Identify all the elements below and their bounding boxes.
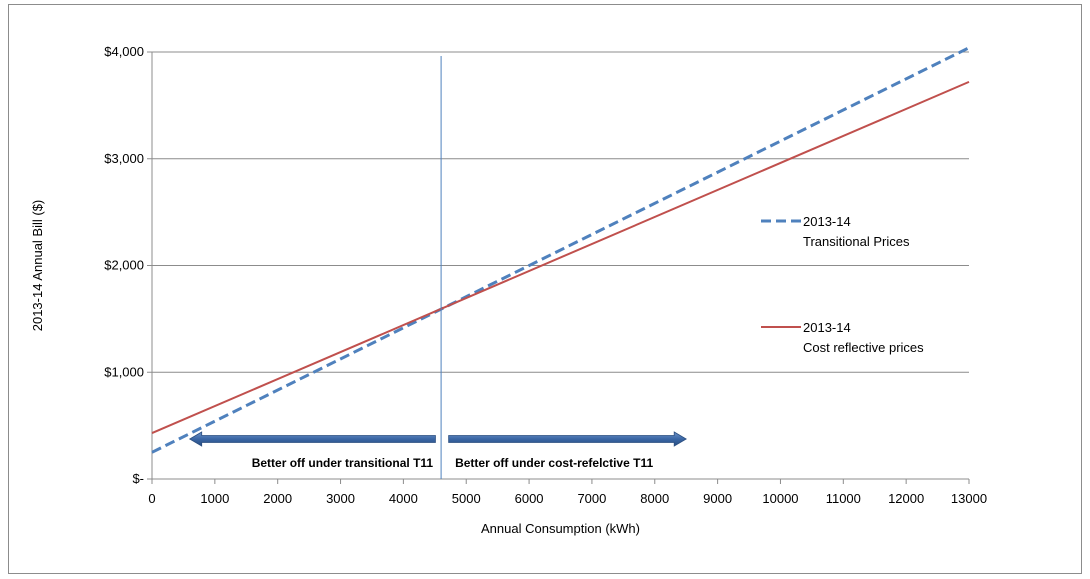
- x-tick-label: 3000: [326, 491, 355, 506]
- x-tick-label: 13000: [951, 491, 987, 506]
- x-tick-label: 4000: [389, 491, 418, 506]
- label-better-off-transitional: Better off under transitional T11: [252, 456, 434, 470]
- series-cost-reflective-line: [151, 80, 970, 435]
- chart-frame: $- $1,000 $2,000 $3,000 $4,000 0 1000 2000 3000 4…: [8, 4, 1082, 574]
- x-tick-label: 7000: [577, 491, 606, 506]
- x-tick-label: 8000: [640, 491, 669, 506]
- label-better-off-cost-reflective: Better off under cost-refelctive T11: [455, 456, 653, 470]
- x-tick-label: 1000: [200, 491, 229, 506]
- x-tick-label: 12000: [888, 491, 924, 506]
- series-transitional-line: [151, 46, 970, 454]
- series-layer: [151, 46, 970, 454]
- x-tick-label: 11000: [826, 491, 861, 506]
- legend-label-cost-reflective: Cost reflective prices: [803, 340, 924, 355]
- x-tick-label: 0: [148, 491, 155, 506]
- x-axis-title: Annual Consumption (kWh): [481, 521, 640, 536]
- y-tick-label: $3,000: [104, 151, 144, 166]
- x-tick-label: 5000: [452, 491, 481, 506]
- gridlines: [152, 51, 969, 373]
- legend-label-cost-reflective: 2013-14: [803, 320, 851, 335]
- arrow-left-transitional: [188, 431, 436, 447]
- x-tick-label: 2000: [263, 491, 292, 506]
- y-tick-label: $4,000: [104, 44, 144, 59]
- y-tick-label: $-: [132, 471, 144, 486]
- legend-label-transitional: 2013-14: [803, 214, 851, 229]
- x-tick-label: 6000: [515, 491, 544, 506]
- legend-label-transitional: Transitional Prices: [803, 234, 910, 249]
- arrow-right-cost-reflective: [448, 431, 687, 447]
- y-tick-label: $1,000: [104, 364, 144, 379]
- y-axis-title: 2013-14 Annual Bill ($): [30, 200, 45, 332]
- chart-svg: $- $1,000 $2,000 $3,000 $4,000 0 1000 2000 3000 4…: [30, 44, 987, 536]
- y-tick-label: $2,000: [104, 258, 144, 273]
- annotations: Better off under transitional T11 Better …: [188, 56, 687, 479]
- axes: $- $1,000 $2,000 $3,000 $4,000 0 1000 2000 3000 4…: [104, 44, 987, 506]
- x-tick-label: 10000: [762, 491, 798, 506]
- x-tick-label: 9000: [703, 491, 732, 506]
- legend: 2013-14 Transitional Prices 2013-14 Cost re…: [761, 214, 924, 355]
